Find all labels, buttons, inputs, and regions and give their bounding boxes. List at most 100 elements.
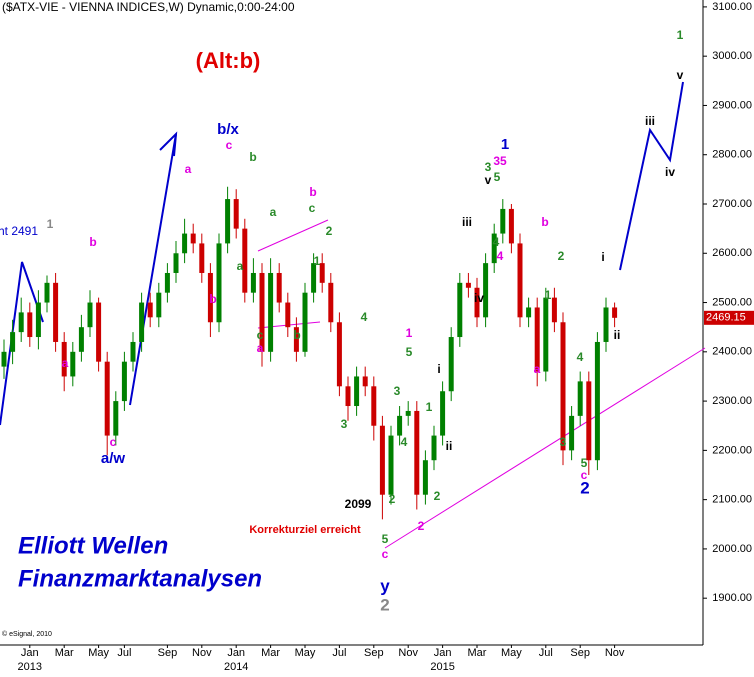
candle-body: [379, 425, 385, 495]
candle-body: [526, 307, 532, 318]
credit: © eSignal, 2010: [2, 630, 52, 638]
candle-body: [225, 199, 231, 244]
candle-body: [354, 376, 360, 407]
candle-body: [27, 312, 33, 338]
x-tick-label: Jul: [117, 647, 131, 659]
trend-line: [384, 347, 706, 549]
trend-line: [257, 219, 329, 252]
forecast-line: [619, 81, 684, 271]
candle-body: [586, 381, 592, 461]
candle-body: [448, 337, 454, 392]
candle-body: [371, 386, 377, 426]
candle-body: [35, 302, 41, 338]
wave-label: a: [270, 205, 277, 219]
candle-body: [207, 272, 213, 323]
candle-body: [551, 297, 557, 323]
x-tick-label: Jan: [434, 647, 452, 659]
candle-body: [414, 410, 420, 495]
candle-body: [560, 322, 566, 451]
wave-label: a: [534, 362, 541, 376]
wave-label: c: [226, 138, 233, 152]
wave-label: b: [89, 235, 96, 249]
candle-body: [397, 415, 403, 436]
y-tick-label: 2900.00: [712, 99, 752, 111]
candle-body: [130, 341, 136, 362]
wave-label: 2: [558, 249, 565, 263]
wave-label: c: [257, 328, 264, 342]
wave-label: 1: [47, 217, 54, 231]
candle-body: [543, 297, 549, 372]
candle-body: [164, 272, 170, 293]
candle-body: [156, 292, 162, 318]
candle-body: [87, 302, 93, 328]
candle-body: [190, 233, 196, 244]
candle-body: [61, 341, 67, 377]
arrow-head: [159, 131, 178, 157]
x-tick-label: May: [88, 647, 109, 659]
wave-label: iv: [474, 291, 484, 305]
wave-label: 5: [406, 345, 413, 359]
candle-body: [242, 228, 248, 293]
wave-label: a: [257, 341, 264, 355]
chart-title: ($ATX-VIE - VIENNA INDICES,W) Dynamic,0:…: [2, 0, 295, 14]
y-tick-label: 2800.00: [712, 149, 752, 161]
wave-label: 2: [380, 595, 389, 614]
candle-body: [345, 386, 351, 407]
wave-label: 3: [485, 160, 492, 174]
wave-label: y: [380, 576, 390, 595]
wave-label: 1: [406, 326, 413, 340]
y-tick-label: 2600.00: [712, 247, 752, 259]
candle-body: [534, 307, 540, 372]
candle-body: [483, 263, 489, 318]
candle-body: [336, 322, 342, 387]
wave-label: 1: [314, 254, 321, 268]
wave-label: b: [541, 215, 548, 229]
wave-label: 4: [577, 350, 584, 364]
x-tick-label: Jul: [539, 647, 553, 659]
x-tick-label: May: [501, 647, 522, 659]
candle-body: [465, 282, 471, 288]
wave-label: a: [62, 356, 69, 370]
candle-body: [285, 302, 291, 328]
candle-body: [147, 302, 153, 318]
candle-body: [250, 272, 256, 293]
wave-label: 5: [581, 456, 588, 470]
candle-body: [491, 233, 497, 264]
y-tick-label: 2000.00: [712, 543, 752, 555]
candle-body: [474, 287, 480, 318]
wave-label: 2: [326, 224, 333, 238]
wave-label: 3: [341, 417, 348, 431]
x-tick-label: Mar: [261, 647, 280, 659]
wave-label: i: [601, 250, 604, 264]
wave-label: 5: [494, 170, 501, 184]
x-tick-label: Sep: [364, 647, 384, 659]
candle-body: [457, 282, 463, 338]
wave-label: 4: [401, 435, 408, 449]
x-tick-label: Jan: [21, 647, 39, 659]
wave-label: 3: [394, 384, 401, 398]
wave-label: c: [309, 201, 316, 215]
candle-body: [276, 272, 282, 303]
y-tick-label: 1900.00: [712, 592, 752, 604]
wave-label: 1: [501, 136, 509, 153]
wave-label: b: [209, 292, 216, 306]
candle-body: [78, 327, 84, 352]
x-tick-label: Sep: [570, 647, 590, 659]
wave-lines: [0, 81, 684, 426]
candle-body: [500, 208, 506, 234]
candle-body: [328, 282, 334, 323]
year-label: 2015: [430, 661, 454, 673]
candle-body: [577, 381, 583, 416]
candle-body: [594, 341, 600, 461]
wave-label: iv: [665, 165, 675, 179]
wave-label: ii: [446, 439, 453, 453]
wave-label: 2: [580, 478, 589, 497]
wave-label: c: [581, 468, 588, 482]
candle-body: [517, 243, 523, 318]
wave-label: a/w: [101, 450, 126, 467]
y-tick-label: 2500.00: [712, 296, 752, 308]
wave-label: c: [382, 547, 389, 561]
candle-body: [53, 282, 59, 342]
